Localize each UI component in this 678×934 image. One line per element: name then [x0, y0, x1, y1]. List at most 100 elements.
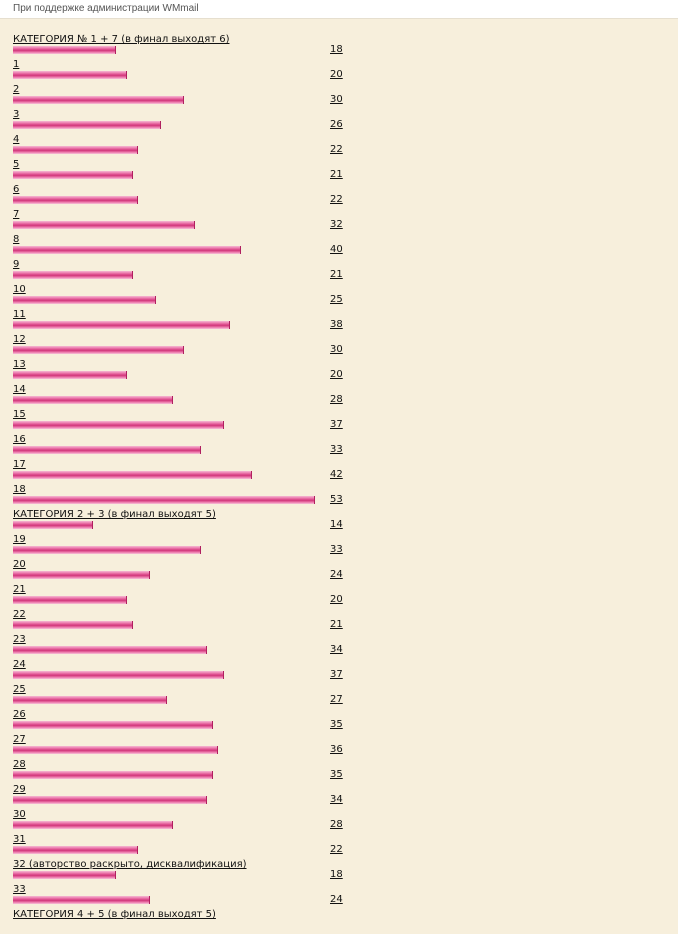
vote-count[interactable]: 28 — [330, 819, 343, 830]
vote-count[interactable]: 14 — [330, 519, 343, 530]
vote-row: 26 35 — [0, 709, 678, 734]
vote-option-label[interactable]: 12 — [13, 334, 26, 345]
vote-bar — [13, 421, 224, 429]
vote-bar — [13, 571, 150, 579]
vote-option-label[interactable]: КАТЕГОРИЯ № 1 + 7 (в финал выходят 6) — [13, 34, 230, 45]
vote-option-label[interactable]: 15 — [13, 409, 26, 420]
vote-option-label[interactable]: 32 (авторство раскрыто, дисквалификация) — [13, 859, 247, 870]
vote-option-label[interactable]: 28 — [13, 759, 26, 770]
vote-option-label[interactable]: 9 — [13, 259, 20, 270]
vote-bar — [13, 46, 116, 54]
vote-bar — [13, 346, 184, 354]
vote-count[interactable]: 37 — [330, 419, 343, 430]
vote-count[interactable]: 21 — [330, 269, 343, 280]
vote-count[interactable]: 30 — [330, 344, 343, 355]
vote-option-label[interactable]: 29 — [13, 784, 26, 795]
vote-row: 20 24 — [0, 559, 678, 584]
vote-count[interactable]: 20 — [330, 594, 343, 605]
vote-bar — [13, 746, 218, 754]
vote-bar — [13, 846, 138, 854]
vote-count[interactable]: 34 — [330, 794, 343, 805]
vote-count[interactable]: 27 — [330, 694, 343, 705]
vote-row: 8 40 — [0, 234, 678, 259]
vote-option-label[interactable]: 13 — [13, 359, 26, 370]
vote-count[interactable]: 22 — [330, 144, 343, 155]
vote-bar — [13, 221, 195, 229]
vote-bar — [13, 396, 173, 404]
vote-option-label[interactable]: 17 — [13, 459, 26, 470]
vote-count[interactable]: 33 — [330, 444, 343, 455]
vote-row: 13 20 — [0, 359, 678, 384]
vote-option-label[interactable]: 10 — [13, 284, 26, 295]
vote-count[interactable]: 18 — [330, 44, 343, 55]
vote-count[interactable]: 20 — [330, 369, 343, 380]
vote-count[interactable]: 28 — [330, 394, 343, 405]
vote-count[interactable]: 30 — [330, 94, 343, 105]
vote-count[interactable]: 20 — [330, 69, 343, 80]
vote-option-label[interactable]: 7 — [13, 209, 20, 220]
vote-option-label[interactable]: 31 — [13, 834, 26, 845]
vote-count[interactable]: 24 — [330, 894, 343, 905]
vote-option-label[interactable]: 4 — [13, 134, 20, 145]
vote-count[interactable]: 21 — [330, 169, 343, 180]
vote-option-label[interactable]: 11 — [13, 309, 26, 320]
vote-row: КАТЕГОРИЯ 2 + 3 (в финал выходят 5) 14 — [0, 509, 678, 534]
vote-row: 7 32 — [0, 209, 678, 234]
vote-count[interactable]: 24 — [330, 569, 343, 580]
vote-option-label[interactable]: 33 — [13, 884, 26, 895]
vote-option-label[interactable]: 1 — [13, 59, 20, 70]
vote-bar — [13, 496, 315, 504]
vote-option-label[interactable]: 30 — [13, 809, 26, 820]
vote-option-label[interactable]: 8 — [13, 234, 20, 245]
vote-option-label[interactable]: 16 — [13, 434, 26, 445]
vote-row: 24 37 — [0, 659, 678, 684]
vote-option-label[interactable]: 23 — [13, 634, 26, 645]
vote-option-label[interactable]: 5 — [13, 159, 20, 170]
vote-bar — [13, 546, 201, 554]
vote-row: 32 (авторство раскрыто, дисквалификация)… — [0, 859, 678, 884]
vote-count[interactable]: 35 — [330, 719, 343, 730]
vote-option-label[interactable]: КАТЕГОРИЯ 2 + 3 (в финал выходят 5) — [13, 509, 216, 520]
vote-count[interactable]: 34 — [330, 644, 343, 655]
vote-count[interactable]: 53 — [330, 494, 343, 505]
vote-option-label[interactable]: 6 — [13, 184, 20, 195]
vote-count[interactable]: 36 — [330, 744, 343, 755]
vote-count[interactable]: 18 — [330, 869, 343, 880]
vote-row: 27 36 — [0, 734, 678, 759]
vote-bar — [13, 271, 133, 279]
vote-count[interactable]: 25 — [330, 294, 343, 305]
vote-count[interactable]: 26 — [330, 119, 343, 130]
vote-row: 3 26 — [0, 109, 678, 134]
vote-count[interactable]: 37 — [330, 669, 343, 680]
vote-bar — [13, 146, 138, 154]
vote-count[interactable]: 21 — [330, 619, 343, 630]
vote-row: 14 28 — [0, 384, 678, 409]
vote-option-label[interactable]: КАТЕГОРИЯ 4 + 5 (в финал выходят 5) — [13, 909, 216, 920]
vote-option-label[interactable]: 25 — [13, 684, 26, 695]
vote-option-label[interactable]: 22 — [13, 609, 26, 620]
vote-count[interactable]: 42 — [330, 469, 343, 480]
vote-option-label[interactable]: 2 — [13, 84, 20, 95]
vote-count[interactable]: 35 — [330, 769, 343, 780]
vote-count[interactable]: 22 — [330, 844, 343, 855]
vote-bar — [13, 171, 133, 179]
vote-count[interactable]: 38 — [330, 319, 343, 330]
vote-option-label[interactable]: 26 — [13, 709, 26, 720]
vote-count[interactable]: 22 — [330, 194, 343, 205]
vote-count[interactable]: 33 — [330, 544, 343, 555]
vote-option-label[interactable]: 27 — [13, 734, 26, 745]
vote-bar — [13, 446, 201, 454]
vote-option-label[interactable]: 20 — [13, 559, 26, 570]
vote-count[interactable]: 40 — [330, 244, 343, 255]
vote-option-label[interactable]: 24 — [13, 659, 26, 670]
vote-count[interactable]: 32 — [330, 219, 343, 230]
vote-option-label[interactable]: 21 — [13, 584, 26, 595]
vote-row: 2 30 — [0, 84, 678, 109]
vote-bar — [13, 696, 167, 704]
vote-row: 15 37 — [0, 409, 678, 434]
vote-bar — [13, 121, 161, 129]
vote-option-label[interactable]: 19 — [13, 534, 26, 545]
vote-option-label[interactable]: 3 — [13, 109, 20, 120]
vote-option-label[interactable]: 14 — [13, 384, 26, 395]
vote-option-label[interactable]: 18 — [13, 484, 26, 495]
